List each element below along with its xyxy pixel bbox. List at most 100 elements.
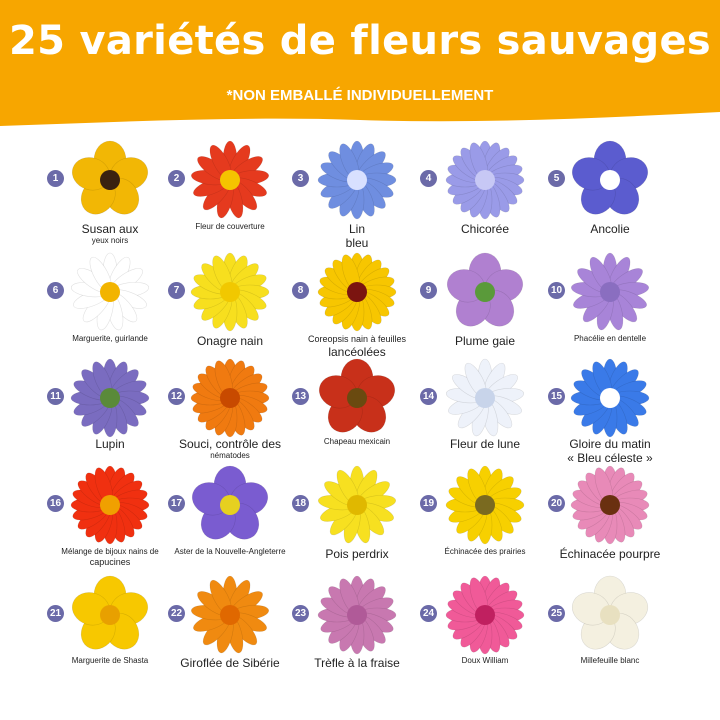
label-line: Chicorée	[460, 222, 510, 236]
shasta-daisy-icon	[71, 575, 149, 650]
siberian-wallflower-icon	[190, 575, 270, 654]
label-line: Fleur de couverture	[195, 222, 265, 231]
flower-center	[100, 170, 120, 190]
lupine-icon	[70, 358, 150, 438]
flower-center	[100, 495, 120, 515]
flower-label: Échinacée pourpre	[540, 547, 680, 561]
flower-center	[347, 495, 367, 515]
flower-label: Marguerite de Shasta	[40, 656, 180, 666]
flower-label: Chapeau mexicain	[287, 437, 427, 447]
label-line: Lupin	[95, 437, 125, 451]
label-line: capucines	[89, 556, 131, 567]
flower-label: Chicorée	[415, 222, 555, 236]
flower-center	[600, 605, 620, 625]
flower-center	[475, 388, 495, 408]
number-badge: 16	[47, 495, 64, 512]
flower-center	[100, 605, 120, 625]
number-badge: 15	[548, 388, 565, 405]
flower-center	[220, 495, 240, 515]
label-line: Coreopsis nain à feuilles	[307, 334, 407, 344]
morning-glory-icon	[570, 358, 650, 438]
strawberry-clover-icon	[317, 575, 397, 655]
white-yarrow-icon	[571, 575, 649, 650]
page-title: 25 variétés de fleurs sauvages	[9, 18, 711, 64]
label-line: Onagre nain	[196, 334, 264, 348]
sweet-william-icon	[445, 575, 525, 655]
black-eyed-susan-icon	[71, 140, 149, 215]
coreopsis-icon	[317, 252, 397, 332]
flower-center	[100, 282, 120, 302]
garland-daisy-icon	[70, 252, 150, 331]
flower-center	[475, 495, 495, 515]
label-line: Ancolie	[590, 222, 630, 236]
number-badge: 2	[168, 170, 185, 187]
blue-flax-icon	[317, 140, 397, 220]
label-line: Échinacée pourpre	[559, 547, 661, 561]
flower-label: Marguerite, guirlande	[40, 334, 180, 344]
number-badge: 21	[47, 605, 64, 622]
label-line: Marguerite de Shasta	[71, 656, 149, 665]
nasturtium-icon	[70, 465, 150, 545]
flower-label: Doux William	[415, 656, 555, 666]
label-line: Trèfle à la fraise	[314, 656, 400, 670]
flower-label: Pois perdrix	[287, 547, 427, 561]
flower-label: Mélange de bijoux nains de capucines	[40, 547, 180, 567]
flower-label: Aster de la Nouvelle-Angleterre	[160, 547, 300, 557]
flower-center	[100, 388, 120, 408]
flower-center	[347, 388, 367, 408]
label-line: Plume gaie	[454, 334, 516, 348]
number-badge: 12	[168, 388, 185, 405]
flower-center	[220, 605, 240, 625]
label-line: Gloire du matin	[569, 437, 651, 451]
number-badge: 3	[292, 170, 309, 187]
label-line: Chapeau mexicain	[323, 437, 391, 446]
flower-label: Coreopsis nain à feuilles lancéolées	[287, 334, 427, 359]
flower-center	[347, 605, 367, 625]
number-badge: 11	[47, 388, 64, 405]
flower-label: Giroflée de Sibérie	[160, 656, 300, 670]
flower-center	[347, 170, 367, 190]
flower-center	[220, 282, 240, 302]
purple-coneflower-icon	[570, 465, 650, 545]
label-line: Fleur de lune	[449, 437, 521, 451]
page-subtitle: *NON EMBALLÉ INDIVIDUELLEMENT	[226, 87, 494, 104]
flower-label: Lin bleu	[287, 222, 427, 251]
label-line: Mélange de bijoux nains de	[61, 547, 159, 556]
number-badge: 6	[47, 282, 64, 299]
flower-label: Gloire du matin « Bleu céleste »	[540, 437, 680, 466]
flower-label: Plume gaie	[415, 334, 555, 348]
number-badge: 24	[420, 605, 437, 622]
number-badge: 17	[168, 495, 185, 512]
evening-primrose-icon	[190, 252, 270, 332]
flower-label: Souci, contrôle des nématodes	[160, 437, 300, 461]
label-line: Giroflée de Sibérie	[180, 656, 280, 670]
flower-center	[475, 170, 495, 190]
flower-label: Trèfle à la fraise	[287, 656, 427, 670]
number-badge: 8	[292, 282, 309, 299]
label-line: Lin	[348, 222, 365, 236]
label-line: Aster de la Nouvelle-Angleterre	[174, 547, 286, 556]
label-line: yeux noirs	[91, 236, 129, 246]
number-badge: 5	[548, 170, 565, 187]
flower-center	[475, 282, 495, 302]
label-line: Millefeuille blanc	[580, 656, 640, 665]
number-badge: 1	[47, 170, 64, 187]
label-line: nématodes	[210, 451, 250, 461]
moonflower-icon	[445, 358, 525, 437]
flower-center	[347, 282, 367, 302]
phacelia-icon	[570, 252, 650, 331]
flower-label: Phacélie en dentelle	[540, 334, 680, 344]
number-badge: 14	[420, 388, 437, 405]
number-badge: 23	[292, 605, 309, 622]
label-line: Marguerite, guirlande	[72, 334, 148, 343]
prairie-coneflower-icon	[445, 465, 525, 545]
label-line: bleu	[345, 236, 369, 251]
flower-center	[475, 605, 495, 625]
flower-center	[600, 388, 620, 408]
number-badge: 4	[420, 170, 437, 187]
flower-label: Fleur de couverture	[160, 222, 300, 232]
marigold-icon	[190, 358, 270, 438]
label-line: Phacélie en dentelle	[573, 334, 647, 343]
flower-label: Lupin	[40, 437, 180, 451]
flower-center	[600, 170, 620, 190]
